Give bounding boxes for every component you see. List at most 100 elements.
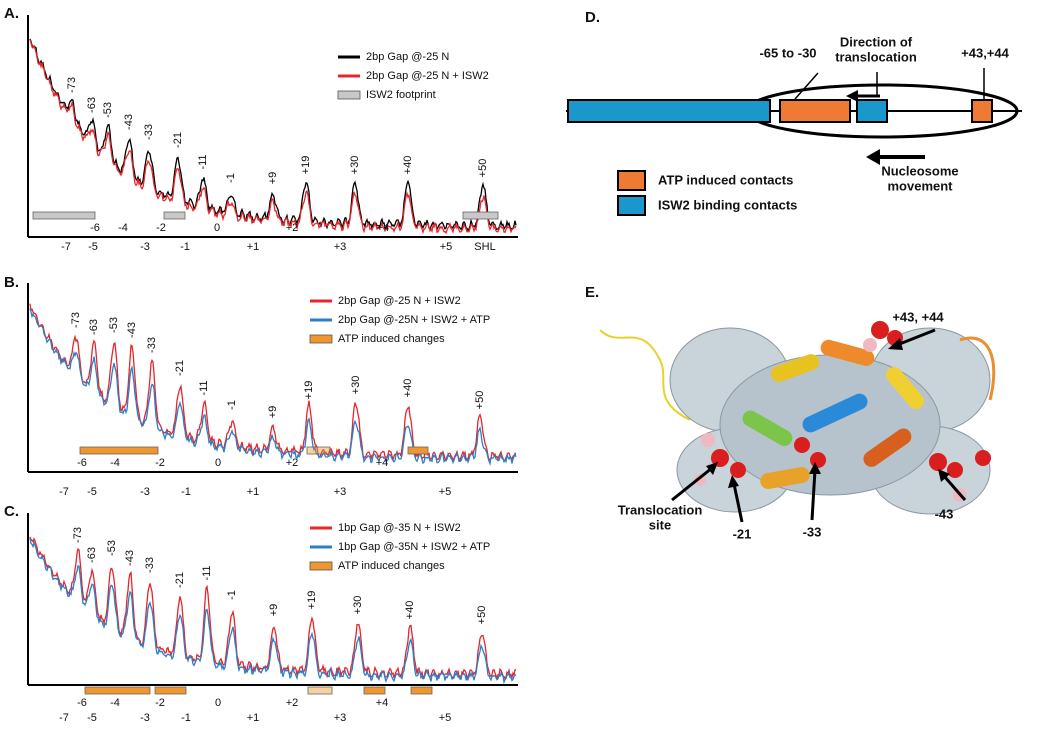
shl-label: -5 xyxy=(87,486,97,498)
panel-label: E. xyxy=(585,284,599,301)
pointer xyxy=(794,72,819,100)
shl-label: -3 xyxy=(140,712,150,724)
shl-label: -4 xyxy=(110,457,120,469)
isw2-site xyxy=(856,99,888,123)
peak-label: -73 xyxy=(70,312,82,328)
peak-label: -63 xyxy=(86,547,98,563)
legend-label: 1bp Gap @-35N + ISW2 + ATP xyxy=(338,541,490,553)
peak-label: -53 xyxy=(106,540,118,556)
direction-label: Direction of xyxy=(840,34,913,49)
arrow xyxy=(896,328,936,347)
legend-label: 2bp Gap @-25N + ISW2 + ATP xyxy=(338,314,490,326)
arrow xyxy=(810,469,817,521)
isw2-bar xyxy=(567,99,771,123)
shl-label: +1 xyxy=(247,241,260,253)
arrow xyxy=(732,483,744,523)
site-sphere xyxy=(730,462,746,478)
peak-label: -11 xyxy=(198,380,210,395)
shl-label: 0 xyxy=(215,457,221,469)
peak-label: +50 xyxy=(474,391,486,410)
peak-label: +40 xyxy=(402,379,414,398)
shl-label: -7 xyxy=(59,712,69,724)
shl-label: -1 xyxy=(181,486,191,498)
legend-swatch xyxy=(617,195,646,216)
peak-label: +9 xyxy=(267,406,279,419)
region-box xyxy=(163,211,186,220)
region-box xyxy=(363,686,386,695)
translocation-label: Translocation xyxy=(618,502,703,517)
legend-label: 2bp Gap @-25 N + ISW2 xyxy=(338,295,461,307)
site-sphere xyxy=(947,462,963,478)
peak-label: -43 xyxy=(124,550,136,566)
shl-label: -1 xyxy=(181,712,191,724)
shl-label: -3 xyxy=(140,241,150,253)
movement-label: movement xyxy=(887,178,953,193)
peak-label: -11 xyxy=(197,154,209,169)
peak-label: -43 xyxy=(126,322,138,338)
shl-label: -7 xyxy=(59,486,69,498)
shl-label: -6 xyxy=(90,222,100,234)
site-sphere xyxy=(929,453,947,471)
peak-label: -21 xyxy=(174,572,186,588)
shl-label: 0 xyxy=(215,697,221,709)
shl-label: +3 xyxy=(334,486,347,498)
shl-label: +1 xyxy=(247,486,260,498)
legend-label: 2bp Gap @-25 N xyxy=(366,51,449,63)
arrow-head xyxy=(728,475,739,488)
shl-label: -3 xyxy=(140,486,150,498)
shl-label: -5 xyxy=(88,241,98,253)
axis-label: SHL xyxy=(474,241,495,253)
peak-label: +9 xyxy=(268,604,280,617)
region-box xyxy=(462,211,499,220)
ribbon xyxy=(959,336,996,401)
shl-label: +3 xyxy=(334,241,347,253)
region-box xyxy=(84,686,151,695)
translocation-label: site xyxy=(649,517,671,532)
peak-label: -73 xyxy=(66,77,78,93)
site-sphere xyxy=(701,433,715,447)
peak-label: +19 xyxy=(306,591,318,610)
helix xyxy=(802,393,868,433)
site-label: +43, +44 xyxy=(892,309,944,324)
region-box xyxy=(79,446,159,455)
shl-label: +5 xyxy=(439,712,452,724)
shl-label: -6 xyxy=(77,457,87,469)
peak-label: -11 xyxy=(201,565,213,580)
shl-label: -2 xyxy=(156,222,166,234)
helix xyxy=(742,410,793,446)
trace xyxy=(29,308,517,467)
region-box xyxy=(307,686,333,695)
peak-label: -21 xyxy=(174,360,186,376)
peak-label: +30 xyxy=(350,376,362,395)
shl-label: +4 xyxy=(377,222,390,234)
peak-label: -1 xyxy=(226,400,238,410)
helix xyxy=(886,366,924,410)
legend-swatch xyxy=(309,561,333,571)
legend-label: ATP induced changes xyxy=(338,333,445,345)
shl-label: +4 xyxy=(376,457,389,469)
arrow xyxy=(671,466,713,502)
arrow-head xyxy=(866,149,880,165)
legend-swatch xyxy=(337,90,361,100)
helix xyxy=(771,354,819,382)
legend-label: ATP induced contacts xyxy=(658,172,793,187)
shl-label: +2 xyxy=(286,222,299,234)
shl-label: +1 xyxy=(247,712,260,724)
marker-label: -43 xyxy=(935,506,954,521)
shl-label: -5 xyxy=(87,712,97,724)
trace xyxy=(29,536,517,682)
atp-region xyxy=(779,99,851,123)
helix xyxy=(760,467,810,489)
shl-label: +2 xyxy=(286,697,299,709)
peak-label: +19 xyxy=(303,381,315,400)
marker-label: -33 xyxy=(803,524,822,539)
legend-swatch xyxy=(617,170,646,191)
region-box xyxy=(32,211,96,220)
peak-label: -1 xyxy=(226,590,238,600)
peak-label: +30 xyxy=(349,156,361,175)
panel-label: B. xyxy=(4,274,19,291)
panel-label: D. xyxy=(585,9,600,26)
arrow-head xyxy=(846,90,858,102)
